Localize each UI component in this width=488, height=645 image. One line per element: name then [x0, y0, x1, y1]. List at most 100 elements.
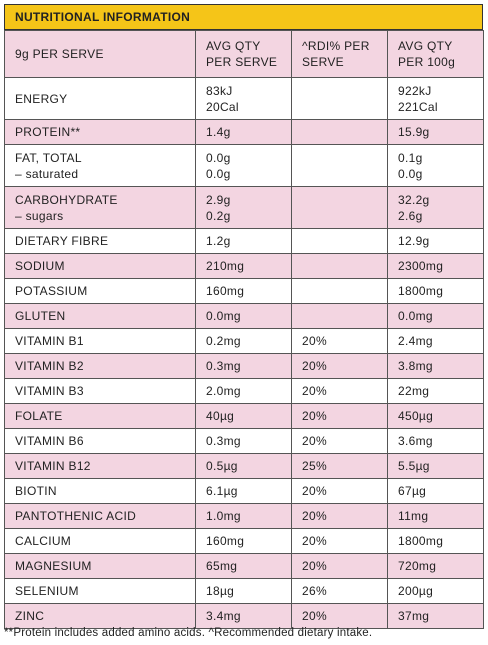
nutrient-name-cell: ENERGY: [4, 77, 196, 120]
rdi-cell: [291, 77, 388, 120]
rdi-cell: 20%: [291, 403, 388, 429]
nutrient-name-cell: MAGNESIUM: [4, 553, 196, 579]
per-serve-cell: 0.5µg: [195, 453, 292, 479]
per-serve-cell: 160mg: [195, 528, 292, 554]
per-100g-cell: 922kJ 221Cal: [387, 77, 484, 120]
nutrient-name-cell: SELENIUM: [4, 578, 196, 604]
table-row: ENERGY 83kJ 20Cal 922kJ 221Cal: [4, 77, 484, 120]
nutrient-name-cell: POTASSIUM: [4, 278, 196, 304]
table-row: MAGNESIUM 65mg 20% 720mg: [4, 553, 484, 579]
nutrient-name-cell: VITAMIN B2: [4, 353, 196, 379]
per-100g-cell: 0.0mg: [387, 303, 484, 329]
rdi-cell: [291, 253, 388, 279]
table-row: VITAMIN B1 0.2mg 20% 2.4mg: [4, 328, 484, 354]
table-row: SODIUM 210mg 2300mg: [4, 253, 484, 279]
per-serve-cell: 1.2g: [195, 228, 292, 254]
nutrient-name-cell: VITAMIN B1: [4, 328, 196, 354]
per-100g-cell: 3.6mg: [387, 428, 484, 454]
rdi-cell: [291, 303, 388, 329]
rdi-cell: 25%: [291, 453, 388, 479]
per-100g-cell: 2300mg: [387, 253, 484, 279]
panel-title: NUTRITIONAL INFORMATION: [4, 4, 483, 30]
per-serve-cell: 83kJ 20Cal: [195, 77, 292, 120]
rdi-cell: [291, 119, 388, 145]
nutrient-name-cell: VITAMIN B3: [4, 378, 196, 404]
per-serve-cell: 1.0mg: [195, 503, 292, 529]
rdi-cell: 20%: [291, 428, 388, 454]
table-row: ZINC 3.4mg 20% 37mg: [4, 603, 484, 629]
per-100g-cell: 22mg: [387, 378, 484, 404]
per-serve-cell: 0.3mg: [195, 428, 292, 454]
nutrient-name-cell: PROTEIN**: [4, 119, 196, 145]
per-serve-cell: 160mg: [195, 278, 292, 304]
nutrient-name-cell: VITAMIN B12: [4, 453, 196, 479]
nutrient-name-cell: GLUTEN: [4, 303, 196, 329]
nutrient-name-cell: BIOTIN: [4, 478, 196, 504]
per-serve-cell: 2.0mg: [195, 378, 292, 404]
nutrient-name-cell: PANTOTHENIC ACID: [4, 503, 196, 529]
table-header-row: 9g PER SERVE AVG QTY PER SERVE ^RDI% PER…: [4, 30, 484, 78]
per-100g-cell: 32.2g 2.6g: [387, 186, 484, 229]
per-serve-cell: 18µg: [195, 578, 292, 604]
per-100g-cell: 37mg: [387, 603, 484, 629]
rdi-cell: 20%: [291, 528, 388, 554]
header-serving-size: 9g PER SERVE: [4, 30, 196, 78]
per-100g-cell: 15.9g: [387, 119, 484, 145]
rdi-cell: 20%: [291, 503, 388, 529]
nutrient-name-cell: DIETARY FIBRE: [4, 228, 196, 254]
per-100g-cell: 720mg: [387, 553, 484, 579]
table-row: BIOTIN 6.1µg 20% 67µg: [4, 478, 484, 504]
per-serve-cell: 0.0g 0.0g: [195, 144, 292, 187]
table-row: VITAMIN B6 0.3mg 20% 3.6mg: [4, 428, 484, 454]
table-row: FAT, TOTAL – saturated 0.0g 0.0g 0.1g 0.0g: [4, 144, 484, 187]
header-avg-per-serve: AVG QTY PER SERVE: [195, 30, 292, 78]
per-serve-cell: 3.4mg: [195, 603, 292, 629]
per-100g-cell: 200µg: [387, 578, 484, 604]
per-serve-cell: 0.0mg: [195, 303, 292, 329]
per-100g-cell: 1800mg: [387, 528, 484, 554]
rdi-cell: 20%: [291, 378, 388, 404]
table-row: POTASSIUM 160mg 1800mg: [4, 278, 484, 304]
table-row: PANTOTHENIC ACID 1.0mg 20% 11mg: [4, 503, 484, 529]
table-row: VITAMIN B3 2.0mg 20% 22mg: [4, 378, 484, 404]
table-row: GLUTEN 0.0mg 0.0mg: [4, 303, 484, 329]
table-row: CALCIUM 160mg 20% 1800mg: [4, 528, 484, 554]
per-serve-cell: 2.9g 0.2g: [195, 186, 292, 229]
rdi-cell: [291, 228, 388, 254]
header-rdi-per-serve: ^RDI% PER SERVE: [291, 30, 388, 78]
rdi-cell: 20%: [291, 553, 388, 579]
per-serve-cell: 6.1µg: [195, 478, 292, 504]
nutrient-name-cell: SODIUM: [4, 253, 196, 279]
nutrient-name-cell: VITAMIN B6: [4, 428, 196, 454]
per-serve-cell: 210mg: [195, 253, 292, 279]
per-100g-cell: 12.9g: [387, 228, 484, 254]
per-serve-cell: 65mg: [195, 553, 292, 579]
nutrient-name-cell: CARBOHYDRATE – sugars: [4, 186, 196, 229]
table-row: PROTEIN** 1.4g 15.9g: [4, 119, 484, 145]
per-100g-cell: 5.5µg: [387, 453, 484, 479]
nutrient-name-cell: FAT, TOTAL – saturated: [4, 144, 196, 187]
rdi-cell: 20%: [291, 328, 388, 354]
per-serve-cell: 1.4g: [195, 119, 292, 145]
nutrient-name-cell: CALCIUM: [4, 528, 196, 554]
nutrient-name-cell: ZINC: [4, 603, 196, 629]
table-row: FOLATE 40µg 20% 450µg: [4, 403, 484, 429]
nutrition-panel: NUTRITIONAL INFORMATION 9g PER SERVE AVG…: [4, 4, 484, 629]
per-100g-cell: 450µg: [387, 403, 484, 429]
rdi-cell: 20%: [291, 603, 388, 629]
table-row: SELENIUM 18µg 26% 200µg: [4, 578, 484, 604]
rdi-cell: 20%: [291, 353, 388, 379]
rdi-cell: [291, 144, 388, 187]
per-100g-cell: 1800mg: [387, 278, 484, 304]
table-row: VITAMIN B2 0.3mg 20% 3.8mg: [4, 353, 484, 379]
per-100g-cell: 67µg: [387, 478, 484, 504]
per-100g-cell: 0.1g 0.0g: [387, 144, 484, 187]
per-serve-cell: 0.3mg: [195, 353, 292, 379]
table-row: VITAMIN B12 0.5µg 25% 5.5µg: [4, 453, 484, 479]
table-row: DIETARY FIBRE 1.2g 12.9g: [4, 228, 484, 254]
nutrient-name-cell: FOLATE: [4, 403, 196, 429]
per-100g-cell: 11mg: [387, 503, 484, 529]
rdi-cell: 20%: [291, 478, 388, 504]
rdi-cell: 26%: [291, 578, 388, 604]
per-serve-cell: 40µg: [195, 403, 292, 429]
